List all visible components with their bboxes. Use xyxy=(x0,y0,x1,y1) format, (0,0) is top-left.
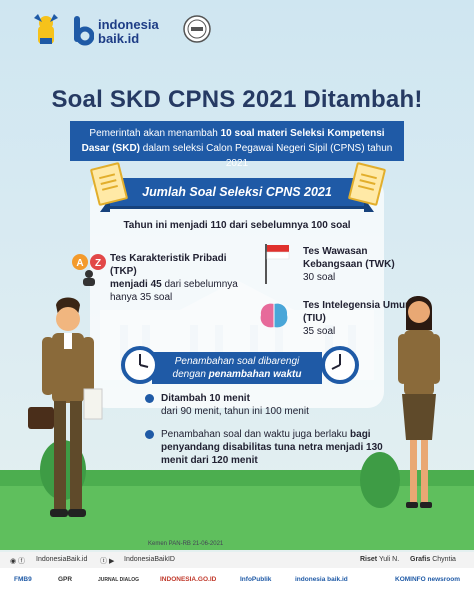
time-banner: Penambahan soal dibarengi dengan penamba… xyxy=(152,352,322,384)
page-title: Soal SKD CPNS 2021 Ditambah! xyxy=(51,86,423,113)
personality-chat-icon: A Z xyxy=(72,254,106,286)
award-badge-icon xyxy=(183,15,211,43)
clock-icon xyxy=(121,346,159,384)
partner-logo: KOMINFO newsroom xyxy=(395,576,461,583)
partner-logo: GPR xyxy=(58,576,73,583)
intro-banner: Pemerintah akan menambah 10 soal materi … xyxy=(70,121,404,169)
social-icons: ⓣ ▶ xyxy=(100,558,115,565)
tiu-item: Tes Intelegensia Umum (TIU) 35 soal xyxy=(303,300,414,337)
bullet-dot-icon xyxy=(145,430,154,439)
partner-logo: JURNAL DIALOG xyxy=(98,577,140,583)
partner-logo: indonesia baik.id xyxy=(295,576,348,583)
partner-logo: INDONESIA.GO.ID xyxy=(160,576,217,583)
twk-item: Tes Wawasan Kebangsaan (TWK) 30 soal xyxy=(303,246,395,283)
partner-logo: InfoPublik xyxy=(240,576,272,583)
woman-character-icon xyxy=(398,296,440,508)
brain-icon xyxy=(260,303,288,328)
tree-icon xyxy=(360,452,400,508)
mascot-logo-icon xyxy=(34,14,58,44)
indonesiabaik-logo-icon xyxy=(74,16,94,46)
tkp-title: Tes Karakteristik Pribadi (TKP) xyxy=(110,253,227,277)
list-item: Ditambah 10 menit dari 90 menit, tahun i… xyxy=(145,392,385,418)
total-questions-text: Tahun ini menjadi 110 dari sebelumnya 10… xyxy=(123,220,351,231)
source-credit: Kemen PAN-RB 21-06-2021 xyxy=(148,541,224,547)
tkp-item: Tes Karakteristik Pribadi (TKP) menjadi … xyxy=(110,252,240,304)
social-bar: ◉ ⓕ IndonesiaBaik.id ⓣ ▶ IndonesiaBaikID… xyxy=(0,552,474,568)
bullet-dot-icon xyxy=(145,394,154,403)
panel-heading: Jumlah Soal Seleksi CPNS 2021 xyxy=(110,178,364,206)
list-item: Penambahan soal dan waktu juga berlaku b… xyxy=(145,428,385,467)
man-character-icon xyxy=(28,297,103,517)
social-handle[interactable]: IndonesiaBaik.id xyxy=(36,556,88,563)
svg-text:A: A xyxy=(76,258,83,269)
indonesia-flag-icon xyxy=(265,244,290,284)
time-bullet-list: Ditambah 10 menit dari 90 menit, tahun i… xyxy=(145,392,385,477)
social-icons: ◉ ⓕ xyxy=(10,558,26,565)
partner-logos: FMB9 GPR JURNAL DIALOG INDONESIA.GO.ID I… xyxy=(0,568,474,592)
svg-text:Z: Z xyxy=(95,258,101,269)
clock-icon xyxy=(321,346,359,384)
brand-name: indonesia baik.id xyxy=(98,17,159,46)
social-handle[interactable]: IndonesiaBaikID xyxy=(124,556,175,563)
partner-logo: FMB9 xyxy=(14,576,32,583)
